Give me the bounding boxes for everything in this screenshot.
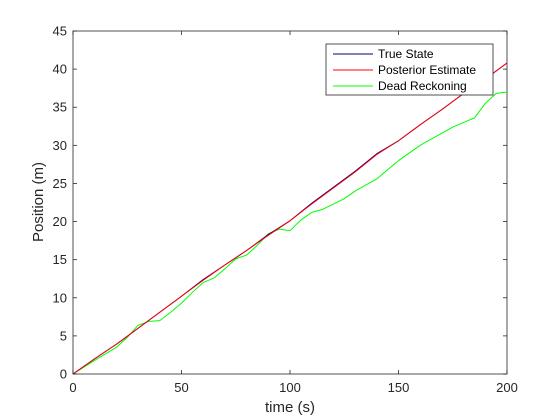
x-tick-label: 200 bbox=[496, 380, 518, 395]
legend-label-true-state: True State bbox=[378, 47, 434, 61]
y-tick-label: 35 bbox=[53, 100, 67, 115]
x-tick-label: 150 bbox=[388, 380, 410, 395]
y-tick-label: 5 bbox=[60, 328, 67, 343]
legend: True State Posterior Estimate Dead Reckoni… bbox=[325, 43, 494, 96]
y-tick-label: 20 bbox=[53, 214, 67, 229]
y-tick-label: 15 bbox=[53, 252, 67, 267]
series-layer bbox=[72, 62, 508, 375]
tick-layer: 0 50 100 150 200 0 5 10 15 20 25 30 35 40 45 bbox=[53, 24, 518, 396]
series-line-dead-reckoning bbox=[72, 91, 508, 375]
y-tick-label: 30 bbox=[53, 138, 67, 153]
legend-label-dead-reckoning: Dead Reckoning bbox=[378, 79, 467, 93]
y-tick-label: 0 bbox=[60, 367, 67, 382]
x-tick-label: 100 bbox=[279, 380, 301, 395]
y-tick-label: 25 bbox=[53, 176, 67, 191]
x-tick-label: 0 bbox=[69, 380, 76, 395]
x-axis-label: time (s) bbox=[265, 399, 315, 416]
legend-label-posterior-estimate: Posterior Estimate bbox=[378, 63, 476, 77]
x-tick-label: 50 bbox=[174, 380, 188, 395]
series-line-posterior-estimate bbox=[72, 62, 508, 375]
y-tick-label: 10 bbox=[53, 290, 67, 305]
y-tick-label: 45 bbox=[53, 24, 67, 39]
y-axis-label: Position (m) bbox=[30, 162, 47, 242]
y-tick-label: 40 bbox=[53, 62, 67, 77]
